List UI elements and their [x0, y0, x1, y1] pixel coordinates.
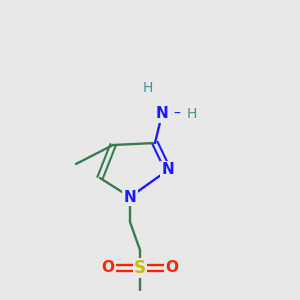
Text: N: N: [156, 106, 168, 122]
Text: N: N: [124, 190, 136, 205]
Text: O: O: [101, 260, 115, 275]
Text: N: N: [162, 163, 174, 178]
Text: O: O: [166, 260, 178, 275]
Text: S: S: [134, 259, 146, 277]
Text: H: H: [143, 81, 153, 95]
Text: H: H: [187, 107, 197, 121]
Text: –: –: [174, 107, 180, 121]
